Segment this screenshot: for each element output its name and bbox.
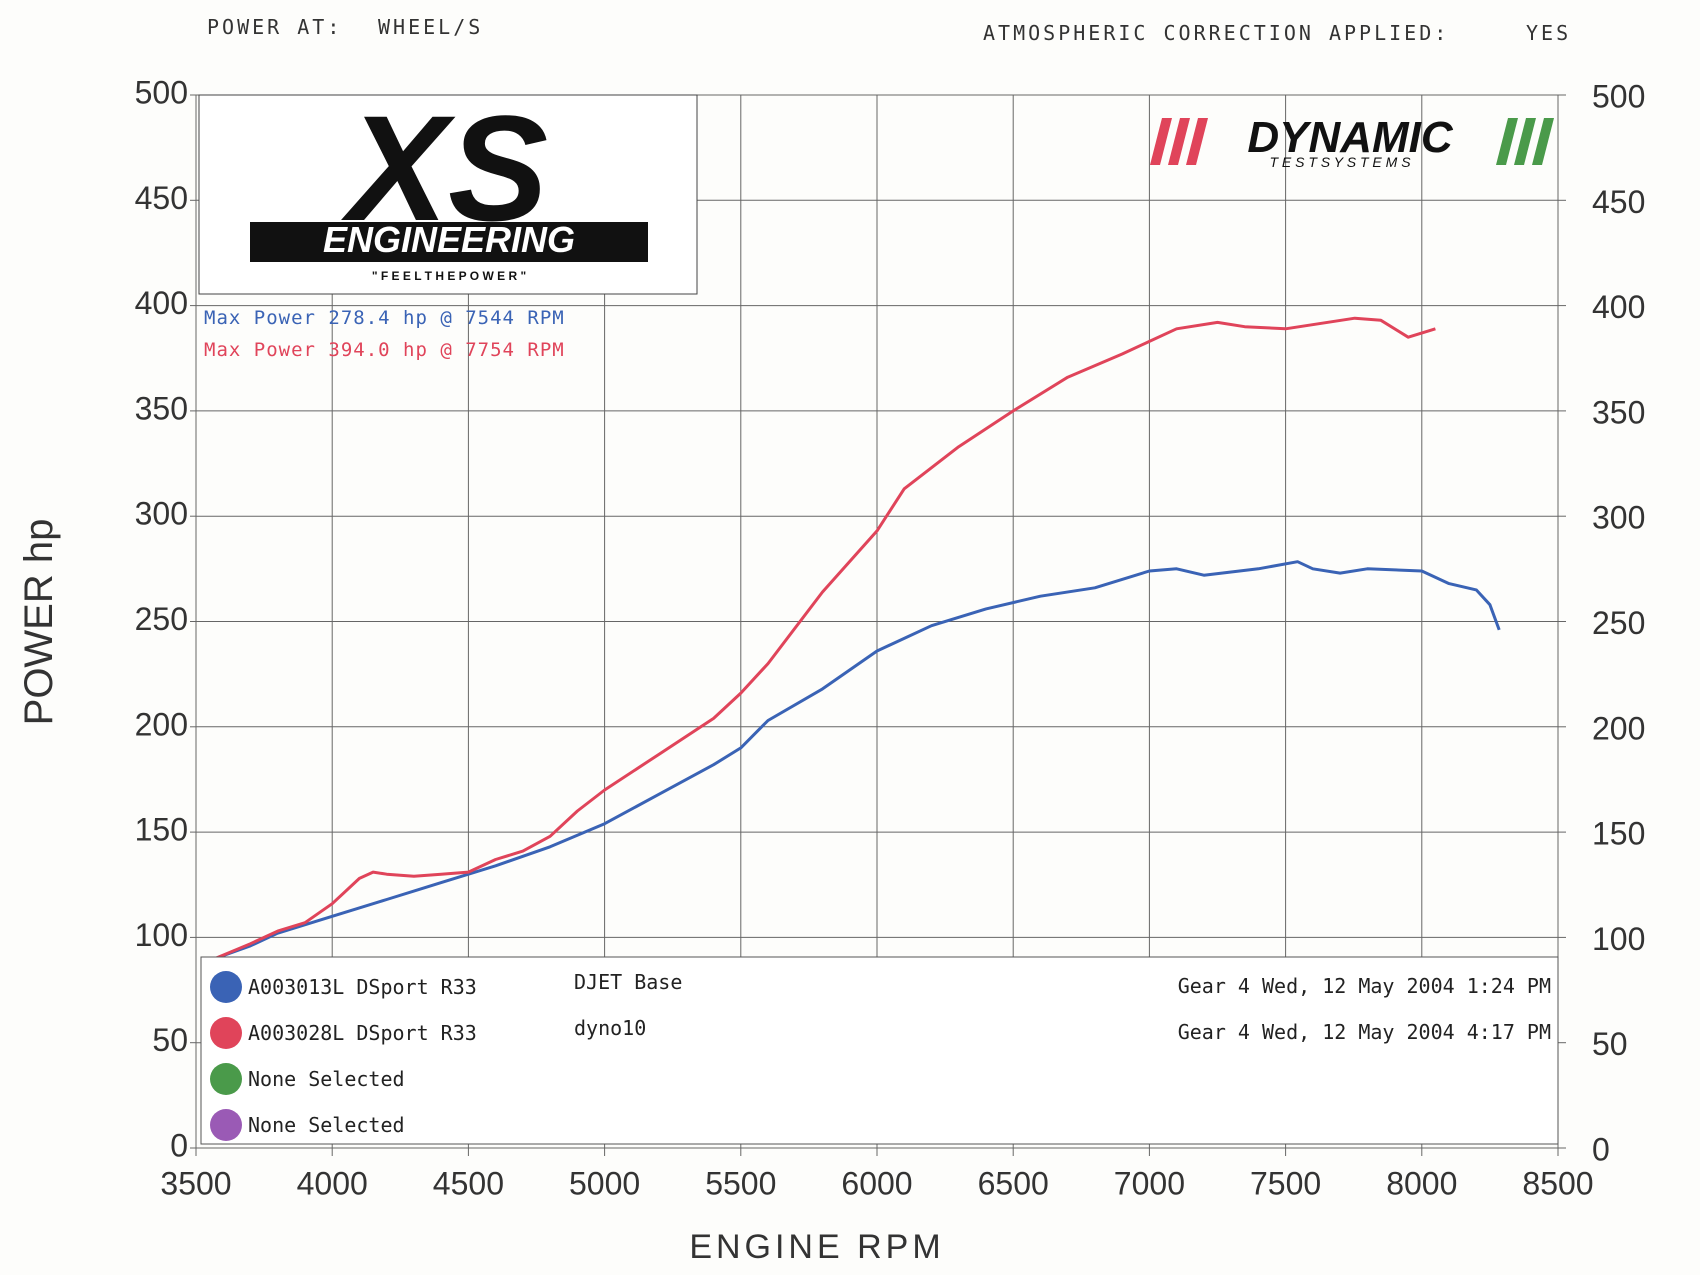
y-tick-label: 400 (135, 285, 188, 321)
x-tick-label: 7500 (1250, 1165, 1321, 1201)
y2-tick-label: 0 (1592, 1131, 1610, 1167)
header-value: YES (1526, 21, 1571, 45)
legend-label: None Selected (248, 1113, 405, 1137)
annotation: Max Power 278.4 hp @ 7544 RPM (204, 307, 565, 329)
logo-band (250, 222, 648, 262)
legend-swatch (210, 971, 242, 1003)
y2-tick-label: 200 (1592, 710, 1645, 746)
annotation: Max Power 394.0 hp @ 7754 RPM (204, 339, 565, 361)
x-tick-label: 7000 (1114, 1165, 1185, 1201)
legend-swatch (210, 1063, 242, 1095)
x-tick-label: 3500 (160, 1165, 231, 1201)
y-tick-label: 50 (152, 1022, 188, 1058)
x-tick-label: 5500 (705, 1165, 776, 1201)
legend-swatch (210, 1109, 242, 1141)
header-label: ATMOSPHERIC CORRECTION APPLIED: (983, 21, 1449, 45)
x-tick-label: 6500 (978, 1165, 1049, 1201)
y-tick-label: 250 (135, 601, 188, 637)
x-tick-label: 4500 (433, 1165, 504, 1201)
legend-note: dyno10 (574, 1016, 646, 1040)
logo-main: DYNAMIC (1247, 113, 1454, 162)
legend-label: A003013L DSport R33 (248, 975, 477, 999)
y-tick-label: 450 (135, 180, 188, 216)
legend-label: A003028L DSport R33 (248, 1021, 477, 1045)
y2-tick-label: 100 (1592, 921, 1645, 957)
legend-label: None Selected (248, 1067, 405, 1091)
y2-tick-label: 250 (1592, 605, 1645, 641)
legend-box (200, 956, 1559, 1145)
logo-sub: T E S T S Y S T E M S (1269, 154, 1411, 170)
y2-tick-label: 350 (1592, 394, 1645, 430)
y-tick-label: 100 (135, 917, 188, 953)
y-axis-label: POWER hp (17, 519, 61, 726)
logo-tagline: " F E E L T H E P O W E R " (372, 269, 526, 283)
y2-tick-label: 300 (1592, 500, 1645, 536)
x-tick-label: 5000 (569, 1165, 640, 1201)
y-tick-label: 200 (135, 706, 188, 742)
y-tick-label: 350 (135, 390, 188, 426)
y-tick-label: 0 (170, 1127, 188, 1163)
series-line (214, 316, 1436, 960)
y-tick-label: 500 (135, 74, 188, 110)
legend-swatch (210, 1017, 242, 1049)
x-tick-label: 8000 (1386, 1165, 1457, 1201)
legend-note: DJET Base (574, 970, 682, 994)
legend-timestamp: Gear 4 Wed, 12 May 2004 4:17 PM (1178, 1020, 1551, 1044)
x-tick-label: 8500 (1522, 1165, 1593, 1201)
legend-timestamp: Gear 4 Wed, 12 May 2004 1:24 PM (1178, 974, 1551, 998)
x-tick-label: 6000 (841, 1165, 912, 1201)
x-axis-label: ENGINE RPM (689, 1228, 944, 1266)
logo-stripes (1150, 118, 1554, 165)
y-tick-label: 150 (135, 812, 188, 848)
logo-sub: ENGINEERING (323, 219, 575, 260)
y2-tick-label: 150 (1592, 816, 1645, 852)
y-tick-label: 300 (135, 496, 188, 532)
x-tick-label: 4000 (297, 1165, 368, 1201)
y2-tick-label: 450 (1592, 184, 1645, 220)
y2-tick-label: 50 (1592, 1026, 1628, 1062)
header-label: POWER AT: (207, 15, 342, 39)
series-line (214, 560, 1501, 960)
y2-tick-label: 400 (1592, 289, 1645, 325)
y2-tick-label: 500 (1592, 78, 1645, 114)
header-value: WHEEL/S (378, 15, 483, 39)
